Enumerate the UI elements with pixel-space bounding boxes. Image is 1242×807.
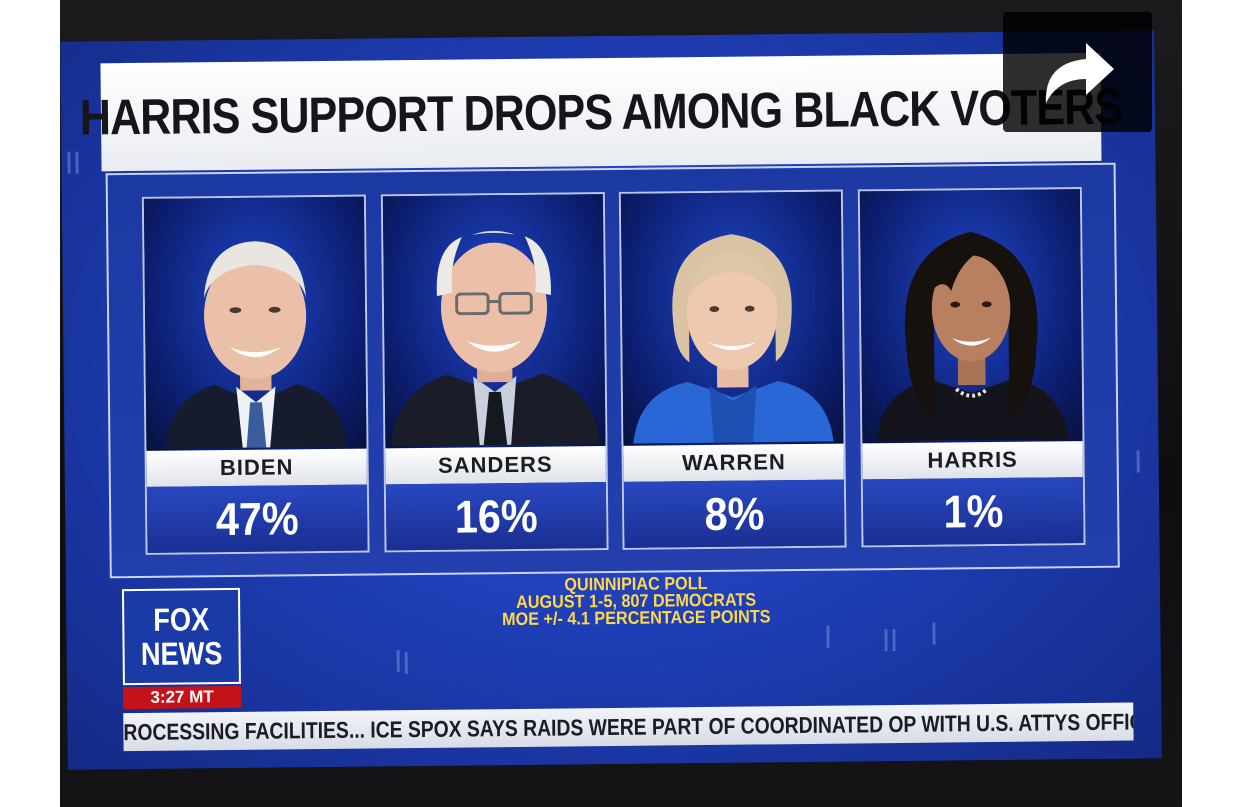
headline-text: HARRIS SUPPORT DROPS AMONG BLACK VOTERS (79, 78, 1123, 146)
candidate-card-biden: BIDEN 47% (141, 194, 370, 555)
headline-bar: HARRIS SUPPORT DROPS AMONG BLACK VOTERS (80, 52, 1122, 172)
light-streak (826, 625, 830, 648)
light-streak (1136, 450, 1140, 473)
poll-panel: BIDEN 47% (105, 162, 1120, 579)
candidate-percent-bar: 16% (385, 482, 607, 551)
candidate-name: BIDEN (219, 454, 294, 481)
tv-screen: HARRIS SUPPORT DROPS AMONG BLACK VOTERS (60, 30, 1162, 770)
light-streak (404, 652, 408, 675)
light-streak (396, 650, 400, 673)
candidate-name-bar: WARREN (623, 443, 845, 482)
candidate-row: BIDEN 47% (141, 187, 1086, 557)
portrait-sanders (391, 230, 600, 447)
candidate-name: WARREN (681, 449, 786, 476)
logo-word: NEWS (140, 635, 223, 672)
ticker-text: ROCESSING FACILITIES... ICE SPOX SAYS RA… (123, 707, 1134, 745)
candidate-name-bar: SANDERS (385, 446, 606, 485)
candidate-percent-bar: 8% (624, 479, 845, 548)
candidate-photo-harris (859, 189, 1083, 444)
candidate-photo-warren (621, 191, 844, 446)
share-arrow-icon (1045, 43, 1114, 103)
candidate-name-bar: BIDEN (146, 448, 367, 487)
logo-word: FOX (153, 601, 210, 638)
candidate-percent: 47% (215, 492, 299, 546)
candidate-name: SANDERS (437, 451, 553, 478)
candidate-percent-bar: 1% (862, 477, 1084, 546)
light-streak (884, 629, 888, 652)
share-button[interactable] (1003, 12, 1152, 132)
poll-source: QUINNIPIAC POLL AUGUST 1-5, 807 DEMOCRAT… (465, 573, 808, 630)
candidate-card-harris: HARRIS 1% (857, 187, 1086, 548)
candidate-card-warren: WARREN 8% (619, 189, 847, 550)
fox-news-logo: FOX NEWS (121, 587, 241, 686)
news-ticker: ROCESSING FACILITIES... ICE SPOX SAYS RA… (123, 702, 1134, 752)
candidate-card-sanders: SANDERS 16% (380, 192, 609, 553)
light-streak (75, 151, 79, 174)
candidate-percent-bar: 47% (146, 484, 368, 553)
portrait-warren (633, 234, 834, 444)
candidate-name-bar: HARRIS (862, 441, 1083, 480)
light-streak (892, 629, 896, 652)
light-streak (932, 622, 936, 645)
candidate-photo-biden (143, 196, 367, 451)
source-line: MOE +/- 4.1 PERCENTAGE POINTS (501, 606, 771, 630)
candidate-name: HARRIS (927, 446, 1018, 473)
portrait-harris (876, 231, 1069, 441)
broadcast-time: 3:27 MT (122, 685, 242, 710)
light-streak (67, 151, 71, 174)
portrait-biden (166, 241, 347, 449)
candidate-percent: 16% (454, 489, 538, 543)
candidate-photo-sanders (382, 194, 606, 449)
candidate-percent: 1% (942, 484, 1004, 538)
candidate-percent: 8% (704, 487, 765, 541)
